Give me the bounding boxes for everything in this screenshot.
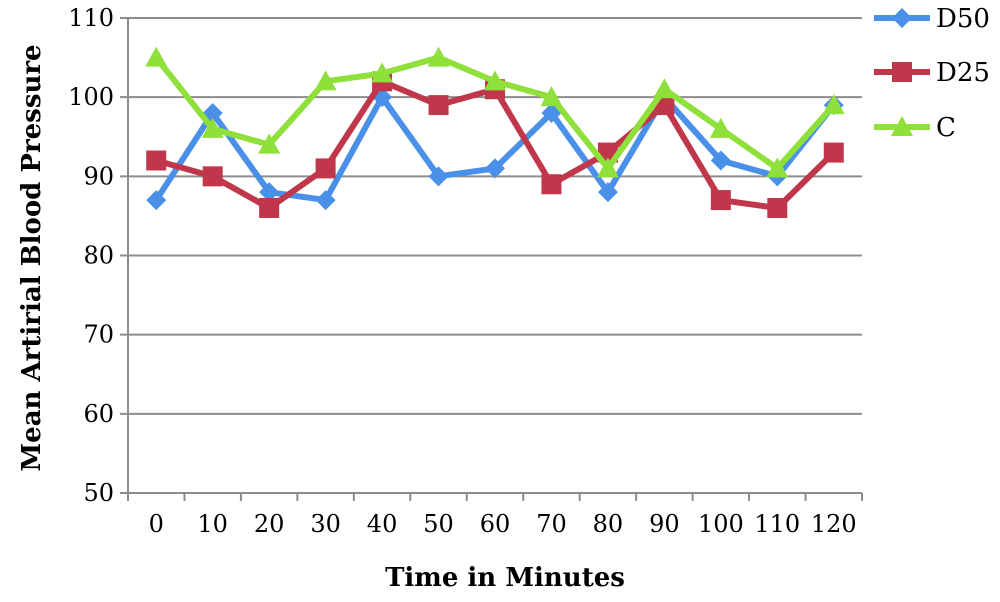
data-point-c: [653, 78, 676, 99]
data-point-c: [371, 62, 394, 83]
data-point-d25: [541, 174, 562, 195]
legend-label: C: [936, 113, 956, 143]
x-tick-label: 50: [423, 510, 454, 538]
data-point-d25: [259, 198, 280, 218]
y-tick-label: 110: [68, 4, 114, 32]
y-tick-label: 70: [83, 321, 114, 349]
y-tick-label: 80: [83, 242, 114, 270]
x-tick-label: 70: [536, 510, 567, 538]
data-point-d50: [485, 158, 505, 179]
data-point-c: [201, 117, 224, 138]
x-tick-label: 90: [649, 510, 680, 538]
data-point-d25: [710, 190, 731, 211]
series-lines: [145, 46, 845, 218]
legend: D50 D25 C: [874, 4, 990, 143]
x-tick-label: 20: [254, 510, 285, 538]
data-point-d25: [767, 198, 788, 218]
legend-marker: [891, 116, 913, 136]
data-point-c: [258, 133, 281, 154]
data-point-c: [145, 46, 168, 67]
data-point-d25: [823, 142, 844, 163]
legend-label: D50: [936, 4, 990, 34]
legend-item-d25: D25: [874, 58, 990, 88]
data-point-d50: [428, 166, 449, 187]
x-tick-label: 100: [698, 510, 744, 538]
x-tick-label: 120: [811, 510, 857, 538]
data-point-c: [596, 157, 619, 178]
legend-label: D25: [936, 58, 990, 88]
x-axis-title: Time in Minutes: [385, 563, 625, 593]
data-point-c: [709, 117, 732, 138]
data-point-d50: [146, 190, 167, 211]
series-c: [145, 46, 845, 178]
x-tick-label: 40: [367, 510, 398, 538]
data-point-c: [540, 86, 563, 107]
data-point-c: [766, 157, 789, 178]
data-point-d25: [428, 95, 449, 116]
data-point-d50: [597, 182, 618, 203]
legend-item-c: C: [874, 113, 956, 143]
y-tick-label: 90: [83, 162, 114, 190]
data-point-c: [427, 46, 450, 67]
x-tick-label: 80: [593, 510, 624, 538]
x-tick-label: 10: [197, 510, 228, 538]
tick-labels: 50 60 70 80 90 100 110 0 10 20 30 40 50 60 70 80 90 100 11…: [68, 4, 856, 538]
data-point-d25: [315, 158, 336, 179]
data-point-d50: [315, 190, 336, 211]
data-point-c: [314, 70, 337, 91]
x-tick-label: 0: [149, 510, 164, 538]
x-tick-label: 60: [480, 510, 511, 538]
data-point-d50: [259, 182, 280, 203]
y-tick-label: 60: [83, 400, 114, 428]
legend-item-d50: D50: [874, 4, 990, 34]
series-line-d25: [155, 78, 836, 211]
legend-marker: [892, 8, 912, 28]
y-tick-label: 50: [83, 479, 114, 507]
series-d50: [146, 87, 844, 211]
x-tick-label: 30: [310, 510, 341, 538]
data-point-c: [484, 70, 506, 91]
data-point-d50: [710, 150, 731, 171]
y-tick-label: 100: [68, 83, 114, 111]
y-axis-title: Mean Artirial Blood Pressure: [17, 44, 47, 471]
legend-marker: [892, 62, 912, 82]
x-tick-label: 110: [754, 510, 800, 538]
axes: [127, 18, 863, 501]
series-line-d50: [153, 94, 837, 204]
data-point-d25: [202, 166, 223, 187]
data-point-d25: [146, 150, 167, 171]
data-point-c: [822, 94, 845, 115]
